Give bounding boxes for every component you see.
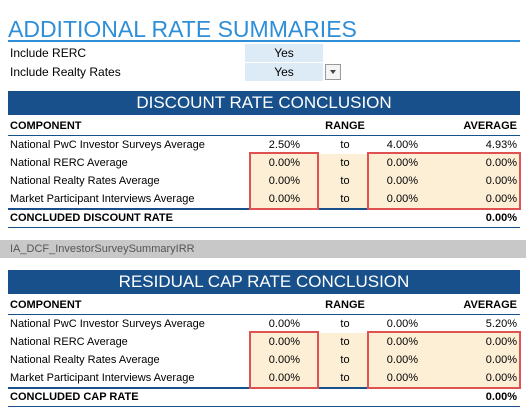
range-high: 0.00% [386, 336, 418, 348]
range-high: 0.00% [386, 175, 418, 187]
component: National PwC Investor Surveys Average [10, 139, 205, 151]
average: 0.00% [485, 336, 517, 348]
option-value[interactable]: Yes [245, 63, 323, 81]
component: National RERC Average [10, 336, 128, 348]
range-to: to [340, 193, 350, 205]
average: 0.00% [485, 372, 517, 384]
range-high: 0.00% [386, 354, 418, 366]
range-high: 0.00% [386, 372, 418, 384]
range-low: 2.50% [268, 139, 300, 151]
total-value: 0.00% [485, 212, 517, 224]
average: 0.00% [485, 175, 517, 187]
range-low: 0.00% [268, 157, 300, 169]
range-low: 0.00% [268, 193, 300, 205]
component: Market Participant Interviews Average [10, 193, 195, 205]
total-label: CONCLUDED DISCOUNT RATE [10, 212, 173, 224]
range-to: to [340, 336, 350, 348]
option-label: Include RERC [10, 46, 87, 60]
range-high: 4.00% [386, 139, 418, 151]
highlight-box [367, 331, 521, 389]
header-rule [8, 314, 520, 315]
highlight-box [249, 331, 319, 389]
dropdown-button[interactable] [325, 64, 341, 80]
option-value[interactable]: Yes [245, 44, 323, 62]
highlight-box [367, 152, 521, 210]
title: ADDITIONAL RATE SUMMARIES [8, 16, 357, 42]
column-header: AVERAGE [463, 299, 517, 311]
option-label: Include Realty Rates [10, 65, 121, 79]
range-low: 0.00% [268, 318, 300, 330]
average: 5.20% [485, 318, 517, 330]
range-to: to [340, 175, 350, 187]
column-header: COMPONENT [10, 299, 82, 311]
range-to: to [340, 157, 350, 169]
title-underline [8, 40, 520, 42]
total-value: 0.00% [485, 391, 517, 403]
average: 0.00% [485, 157, 517, 169]
average: 0.00% [485, 193, 517, 205]
range-high: 0.00% [386, 193, 418, 205]
dropdown-arrow [330, 70, 336, 74]
range-high: 0.00% [386, 157, 418, 169]
column-header: RANGE [325, 120, 365, 132]
range-low: 0.00% [268, 336, 300, 348]
section-header: DISCOUNT RATE CONCLUSION [8, 91, 520, 115]
header-rule [8, 135, 520, 136]
column-header: RANGE [325, 299, 365, 311]
average: 4.93% [485, 139, 517, 151]
range-low: 0.00% [268, 372, 300, 384]
range-to: to [340, 354, 350, 366]
range-to: to [340, 372, 350, 384]
range-low: 0.00% [268, 175, 300, 187]
sheet-band [0, 240, 526, 258]
component: National RERC Average [10, 157, 128, 169]
range-low: 0.00% [268, 354, 300, 366]
component: National Realty Rates Average [10, 354, 160, 366]
range-to: to [340, 318, 350, 330]
range-high: 0.00% [386, 318, 418, 330]
total-rule [8, 406, 520, 407]
section-header: RESIDUAL CAP RATE CONCLUSION [8, 270, 520, 294]
component: Market Participant Interviews Average [10, 372, 195, 384]
component: National PwC Investor Surveys Average [10, 318, 205, 330]
column-header: COMPONENT [10, 120, 82, 132]
total-rule [8, 227, 520, 228]
total-label: CONCLUDED CAP RATE [10, 391, 139, 403]
sheet-name: IA_DCF_InvestorSurveySummaryIRR [10, 243, 195, 255]
component: National Realty Rates Average [10, 175, 160, 187]
average: 0.00% [485, 354, 517, 366]
column-header: AVERAGE [463, 120, 517, 132]
range-to: to [340, 139, 350, 151]
highlight-box [249, 152, 319, 210]
